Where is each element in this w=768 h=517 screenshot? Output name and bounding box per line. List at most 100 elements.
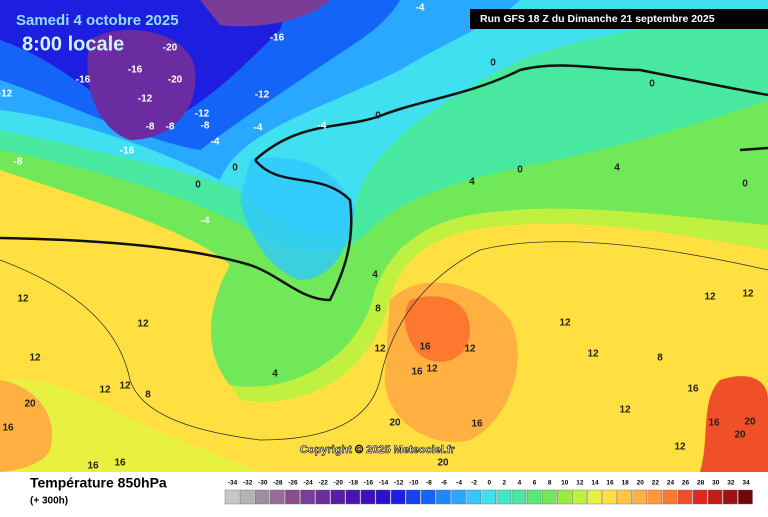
contour-label: 12 (137, 319, 149, 330)
legend-label: -28 (273, 480, 283, 487)
contour-label: 12 (29, 353, 41, 364)
legend-label: -12 (394, 480, 404, 487)
legend-label: 14 (591, 480, 599, 487)
contour-label: 12 (559, 318, 571, 329)
contour-label: 16 (708, 418, 720, 429)
copyright: Copyright © 2025 Meteociel.fr (300, 444, 456, 456)
legend-label: 6 (533, 480, 537, 487)
contour-label: 16 (2, 423, 14, 434)
legend-swatch (647, 489, 663, 505)
contour-label: -16 (270, 33, 285, 44)
legend-label: 32 (727, 480, 735, 487)
legend-label: -4 (456, 480, 462, 487)
legend-label: -22 (318, 480, 328, 487)
zero-contour (0, 64, 768, 302)
contour-label: 12 (99, 385, 111, 396)
contour-label: 12 (464, 344, 476, 355)
legend-swatch (738, 489, 753, 505)
legend-label: 12 (576, 480, 584, 487)
contour-label: -12 (0, 89, 13, 100)
legend-label: 0 (487, 480, 491, 487)
legend-label: -14 (379, 480, 389, 487)
legend-label: -26 (288, 480, 298, 487)
legend-swatch (723, 489, 738, 505)
contour-label: 20 (24, 399, 36, 410)
contour-label: -4 (211, 137, 220, 148)
contour-label: 8 (657, 353, 663, 364)
legend-label: 8 (548, 480, 552, 487)
legend-swatch (436, 489, 451, 505)
legend-swatch (330, 489, 346, 505)
legend-label: 20 (637, 480, 645, 487)
legend-label: -24 (303, 480, 313, 487)
legend-label: -18 (349, 480, 359, 487)
legend-swatch (632, 489, 648, 505)
contour-label: 0 (375, 111, 381, 122)
legend-swatch (421, 489, 436, 505)
contour-label: -8 (146, 122, 155, 133)
contour-label: -12 (255, 90, 270, 101)
contour-label: 20 (744, 417, 756, 428)
contour-label: -4 (416, 3, 425, 14)
contour-label: 0 (195, 180, 201, 191)
legend-label: 22 (652, 480, 660, 487)
map-date: Samedi 4 octobre 2025 (16, 12, 179, 29)
legend-swatch (224, 489, 240, 505)
contour-label: -8 (201, 121, 210, 132)
contour-label: 8 (375, 304, 381, 315)
legend-label: -20 (334, 480, 344, 487)
legend-swatch (360, 489, 376, 505)
legend-label: 10 (561, 480, 569, 487)
field-low (240, 157, 355, 280)
contour-label: 0 (232, 163, 238, 174)
contour-label: 8 (145, 390, 151, 401)
legend-swatch (466, 489, 481, 505)
contour-label: 0 (742, 179, 748, 190)
contour-label: -16 (128, 65, 143, 76)
contour-label: 4 (614, 163, 620, 174)
contour-label: -8 (166, 122, 175, 133)
contour-label: 12 (17, 294, 29, 305)
legend-swatch (390, 489, 406, 505)
contour-label: -20 (163, 43, 178, 54)
legend-label: -6 (441, 480, 447, 487)
legend-swatch (315, 489, 330, 505)
contour-label: 16 (114, 458, 126, 469)
legend-swatch (692, 489, 708, 505)
contour-label: 12 (374, 344, 386, 355)
contour-label: 12 (704, 292, 716, 303)
contour-label: 12 (742, 289, 754, 300)
contour-label: 4 (272, 369, 278, 380)
legend-label: -2 (471, 480, 477, 487)
legend-swatch (677, 489, 693, 505)
legend-swatch (602, 489, 617, 505)
contour-label: -12 (138, 94, 153, 105)
contour-label: 16 (419, 342, 431, 353)
run-info: Run GFS 18 Z du Dimanche 21 septembre 20… (480, 13, 715, 25)
contour-label: -16 (120, 146, 135, 157)
legend-swatch (511, 489, 527, 505)
contour-label: 16 (471, 419, 483, 430)
field-warm (0, 380, 52, 472)
legend-swatch (662, 489, 678, 505)
contour-label: -12 (195, 109, 210, 120)
contour-label: -16 (76, 75, 91, 86)
footer-title: Température 850hPa (30, 475, 167, 491)
legend-label: 28 (697, 480, 705, 487)
contour-label: 4 (469, 177, 475, 188)
legend-label: 26 (682, 480, 690, 487)
contour-label: 20 (437, 458, 449, 469)
legend-label: 4 (518, 480, 522, 487)
legend: -34 -32 -30 -28 -26 -24 -22 -20 -18 -16 -14 -12 -10-… (224, 480, 753, 505)
contour-label: 20 (389, 418, 401, 429)
contour-label: -20 (168, 75, 183, 86)
contour-label: -4 (201, 216, 210, 227)
field-coldest (200, 0, 330, 27)
field-hot (700, 376, 768, 472)
contour-label: -4 (318, 121, 327, 132)
legend-swatch (375, 489, 391, 505)
legend-swatch (481, 489, 497, 505)
temperature-field (0, 0, 768, 472)
